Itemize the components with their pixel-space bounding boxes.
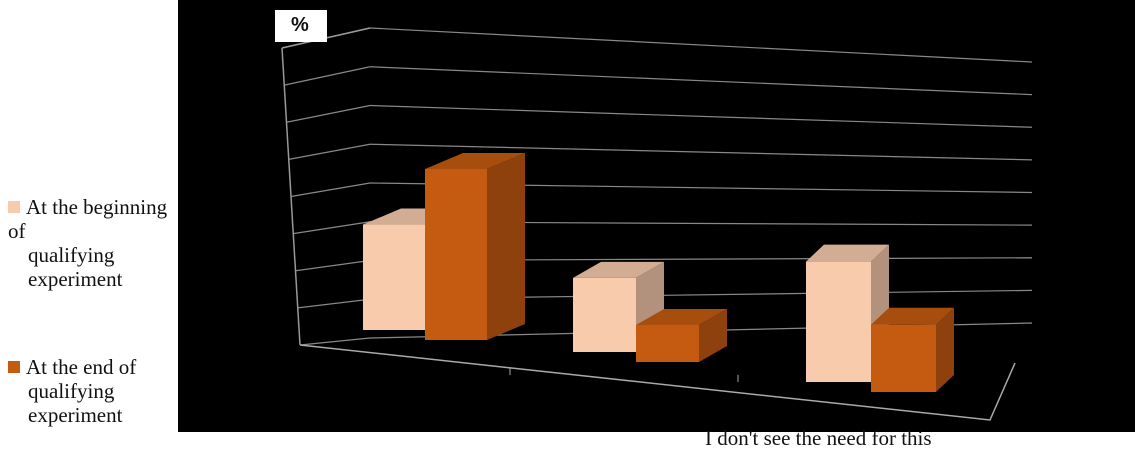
chart-background xyxy=(178,0,1135,432)
gridline-side xyxy=(297,298,371,309)
bar-front xyxy=(363,224,425,330)
legend-item-end: At the end of qualifying experiment xyxy=(8,355,168,427)
gridline xyxy=(369,104,1033,128)
legend-label-end-line1: At the end of xyxy=(26,355,137,379)
gridline-side xyxy=(295,259,371,272)
bar xyxy=(425,153,525,340)
legend-swatch-beginning xyxy=(8,201,20,213)
gridline-side xyxy=(293,221,371,235)
bar-side xyxy=(699,308,727,362)
x-axis-label: I don't see the need for this xyxy=(705,426,932,450)
gridline xyxy=(369,143,1033,161)
gridline-side xyxy=(288,143,371,160)
bar-top xyxy=(636,308,727,325)
bar-front xyxy=(573,277,636,352)
gridline-side xyxy=(286,104,371,123)
bar-side xyxy=(487,153,525,340)
bar xyxy=(871,307,954,392)
legend-item-beginning: At the beginning of qualifying experimen… xyxy=(8,195,168,291)
y-axis-label-box xyxy=(275,10,327,42)
bar-top xyxy=(871,307,954,325)
bar-top xyxy=(806,244,889,262)
gridline-side xyxy=(299,337,371,346)
bar-top xyxy=(573,261,664,278)
bar-front xyxy=(636,324,699,362)
floor-edge xyxy=(299,344,1016,421)
legend-swatch-end xyxy=(8,361,20,373)
legend-label-beginning-line3: experiment xyxy=(28,267,123,291)
bar-front xyxy=(425,169,487,340)
bar-front xyxy=(806,261,871,382)
legend-label-end-line2: qualifying xyxy=(28,379,115,403)
y-axis-label: % xyxy=(291,14,309,36)
gridline xyxy=(369,27,1033,63)
y-axis-line xyxy=(281,47,301,346)
bar-side xyxy=(936,307,954,392)
bar xyxy=(636,308,727,362)
bar-front xyxy=(871,324,936,392)
bar-top xyxy=(425,153,525,169)
legend-label-end-line3: experiment xyxy=(28,403,123,427)
bars xyxy=(363,153,954,392)
gridline-side xyxy=(284,66,371,86)
legend-label-beginning-line1: At the beginning of xyxy=(8,195,168,243)
gridline-side xyxy=(290,182,371,198)
gridline xyxy=(369,66,1033,96)
legend-label-beginning-line2: qualifying xyxy=(28,243,115,267)
